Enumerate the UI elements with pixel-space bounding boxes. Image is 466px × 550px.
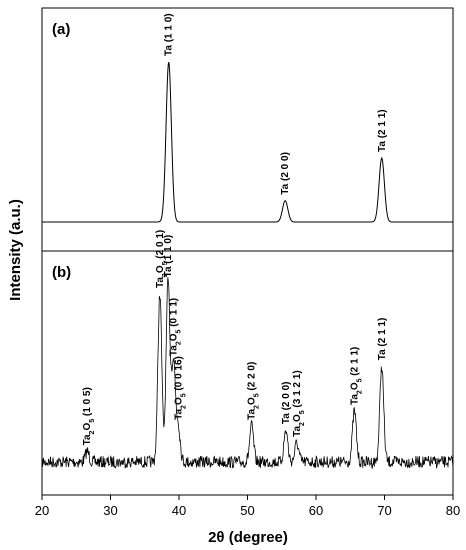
peak-labels-a: Ta (1 1 0) Ta (2 0 0) Ta (2 1 1) bbox=[164, 13, 388, 194]
xrd-trace-a bbox=[42, 61, 453, 223]
peak-label-b-4: Ta2O5 (0 0 16) bbox=[173, 356, 187, 420]
peak-label-b-8: Ta2O5 (2 1 1) bbox=[349, 347, 363, 405]
x-tick-label-0: 20 bbox=[35, 503, 49, 518]
x-axis-title: 2θ (degree) bbox=[208, 529, 288, 546]
peak-label-a-2: Ta (2 1 1) bbox=[377, 109, 388, 152]
peak-label-a-1: Ta (2 0 0) bbox=[280, 152, 291, 195]
peak-label-b-7: Ta2O5 (3 1 2 1) bbox=[292, 370, 306, 437]
panel-a: (a) Ta (1 1 0) Ta (2 0 0) Ta (2 1 1) bbox=[41, 7, 454, 252]
peak-label-b-6: Ta (2 0 0) bbox=[281, 381, 292, 424]
panel-a-label: (a) bbox=[52, 21, 70, 38]
x-tick-label-4: 60 bbox=[309, 503, 323, 518]
panel-b-label: (b) bbox=[52, 264, 71, 281]
peak-label-b-3: Ta2O5 (0 1 1) bbox=[169, 298, 183, 356]
x-tick-label-1: 30 bbox=[103, 503, 117, 518]
x-tick-label-5: 70 bbox=[377, 503, 391, 518]
y-axis-title: Intensity (a.u.) bbox=[7, 199, 24, 301]
x-tick-label-3: 50 bbox=[240, 503, 254, 518]
peak-label-a-0: Ta (1 1 0) bbox=[164, 13, 175, 56]
x-tick-label-6: 80 bbox=[446, 503, 460, 518]
x-tick-label-2: 40 bbox=[172, 503, 186, 518]
x-axis: 20 30 40 50 60 70 80 bbox=[35, 495, 460, 518]
panel-a-frame bbox=[41, 7, 454, 252]
peak-label-b-9: Ta (2 1 1) bbox=[377, 318, 388, 361]
peak-label-b-2: Ta (1 1 0) bbox=[163, 235, 174, 278]
peak-label-b-5: Ta2O5 (2 2 0) bbox=[247, 362, 261, 420]
peak-label-b-0: Ta2O5 (1 0 5) bbox=[82, 387, 96, 445]
xrd-trace-b bbox=[41, 277, 454, 470]
peak-label-b-1: Ta2O5 (2 0 1) bbox=[155, 230, 169, 288]
peak-labels-b: Ta2O5 (1 0 5) Ta2O5 (2 0 1)Ta (1 1 0) Ta2O… bbox=[82, 230, 388, 446]
panel-b: (b) Ta2O5 (1 0 5) Ta2O5 (2 0 1)Ta (1 1 0)… bbox=[41, 230, 454, 496]
